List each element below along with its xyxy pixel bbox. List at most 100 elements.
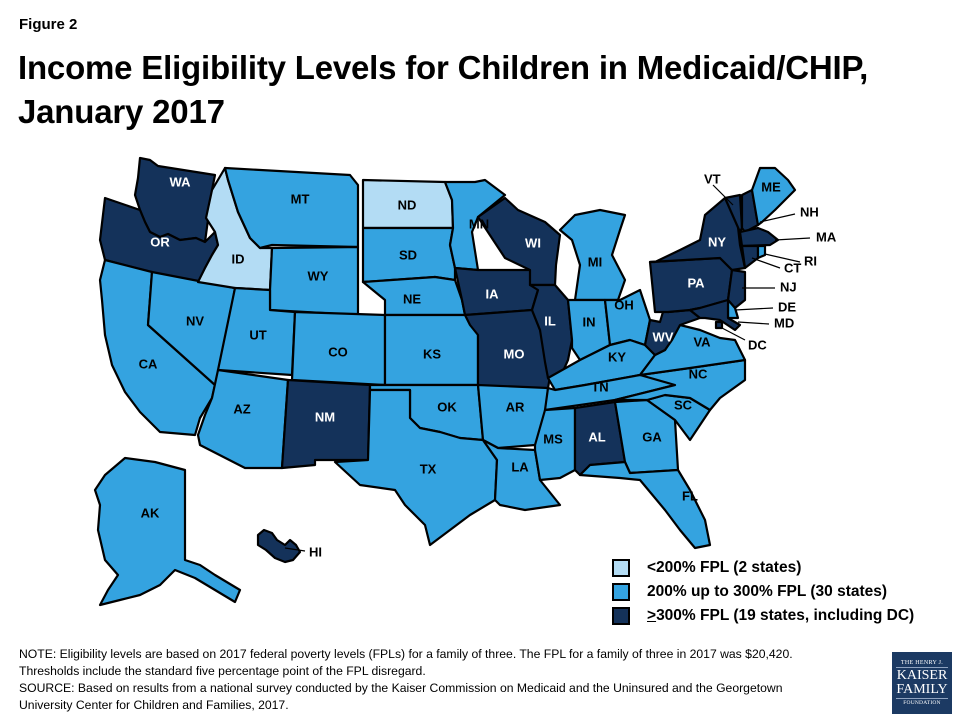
state-label-wi: WI [525,235,541,250]
state-label-ny: NY [708,234,726,249]
state-label-vt: VT [704,171,721,186]
state-label-wv: WV [653,329,674,344]
state-label-nh: NH [800,204,819,219]
state-label-nc: NC [689,366,708,381]
legend-item-ge300: > 300% FPL (19 states, including DC) [612,604,914,628]
kff-logo: THE HENRY J. KAISER FAMILY FOUNDATION [892,652,952,714]
state-label-nd: ND [398,197,417,212]
logo-line-2: KAISER [896,668,948,683]
state-label-ks: KS [423,346,441,361]
state-label-sc: SC [674,397,693,412]
figure-label: Figure 2 [19,16,78,33]
state-label-ne: NE [403,291,421,306]
leader-line-hi [284,547,306,552]
logo-line-3: FAMILY [896,682,948,697]
state-ct [740,244,760,270]
state-label-mt: MT [291,191,310,206]
source-line-2: University Center for Children and Famil… [19,698,289,712]
state-label-or: OR [150,234,170,249]
state-label-oh: OH [614,297,634,312]
state-label-ri: RI [804,253,817,268]
state-label-hi: HI [309,544,322,559]
legend-swatch-ge300 [612,607,630,625]
state-label-ia: IA [486,286,500,301]
legend-label-200to300: 200% up to 300% FPL (30 states) [647,583,888,600]
chart-title: Income Eligibility Levels for Children i… [18,46,918,134]
leader-line-de [734,307,774,311]
legend-item-200to300: 200% up to 300% FPL (30 states) [612,580,914,604]
state-mn [443,178,507,272]
leader-line-nh [759,213,796,223]
state-label-md: MD [774,315,794,330]
state-label-il: IL [544,313,556,328]
logo-line-1: THE HENRY J. [896,660,948,668]
state-label-nm: NM [315,409,335,424]
state-dc [714,320,724,330]
state-ma [738,226,780,248]
state-mt [223,166,360,250]
state-label-fl: FL [682,488,698,503]
title-line-1: Income Eligibility Levels for Children i… [18,49,869,86]
legend-label-lt200: <200% FPL (2 states) [647,559,802,576]
state-label-la: LA [511,459,529,474]
state-hi [256,528,302,564]
state-label-mn: MN [469,216,489,231]
state-label-id: ID [232,251,245,266]
state-label-mi: MI [588,254,602,269]
legend: <200% FPL (2 states) 200% up to 300% FPL… [612,556,914,628]
legend-label-ge300: 300% FPL (19 states, including DC) [656,607,915,624]
leader-line-ri [764,253,801,263]
state-label-me: ME [761,179,781,194]
leader-line-vt [712,184,734,206]
state-la [481,438,562,512]
state-md [688,298,742,332]
state-label-az: AZ [233,401,250,416]
state-mi [558,208,627,302]
state-wi [476,196,562,287]
state-label-tn: TN [591,379,608,394]
source-line-1: SOURCE: Based on results from a national… [19,681,783,695]
state-label-de: DE [778,299,796,314]
state-label-ut: UT [249,327,266,342]
state-label-wy: WY [308,268,329,283]
state-label-nv: NV [186,313,204,328]
state-label-pa: PA [687,275,705,290]
state-label-ak: AK [141,505,160,520]
state-label-in: IN [583,314,596,329]
legend-swatch-lt200 [612,559,630,577]
state-label-nj: NJ [780,279,797,294]
note-line-1: NOTE: Eligibility levels are based on 20… [19,647,793,661]
state-tx [333,388,499,547]
leader-line-ma [774,237,811,241]
state-ri [756,244,767,260]
state-me [750,166,797,227]
state-label-tx: TX [420,461,437,476]
us-choropleth-map: WA OR CA NV ID MT WY UT CO AZ NM ND SD NE KS OK TX MN IA MO… [93,156,837,607]
title-line-2: January 2017 [18,93,225,130]
state-label-ky: KY [608,349,626,364]
state-label-ms: MS [543,431,563,446]
legend-item-lt200: <200% FPL (2 states) [612,556,914,580]
leader-line-ct [751,257,781,269]
state-nj [726,268,747,310]
footnotes: NOTE: Eligibility levels are based on 20… [19,646,879,714]
leader-line-md [737,321,770,325]
state-label-al: AL [588,429,605,444]
note-line-2: Thresholds include the standard five per… [19,664,426,678]
state-fl [578,460,712,550]
state-label-ct: CT [784,260,801,275]
legend-swatch-200to300 [612,583,630,601]
logo-line-4: FOUNDATION [896,698,948,706]
legend-symbol-ge: > [647,607,657,624]
state-label-wa: WA [170,174,192,189]
state-label-mo: MO [504,346,525,361]
state-ak [93,456,242,607]
state-label-co: CO [328,344,348,359]
state-label-ca: CA [139,356,158,371]
state-label-ok: OK [437,399,457,414]
state-label-ga: GA [642,429,662,444]
leader-line-dc [721,327,746,341]
state-label-ma: MA [816,229,837,244]
state-label-ar: AR [506,399,525,414]
state-label-sd: SD [399,247,417,262]
